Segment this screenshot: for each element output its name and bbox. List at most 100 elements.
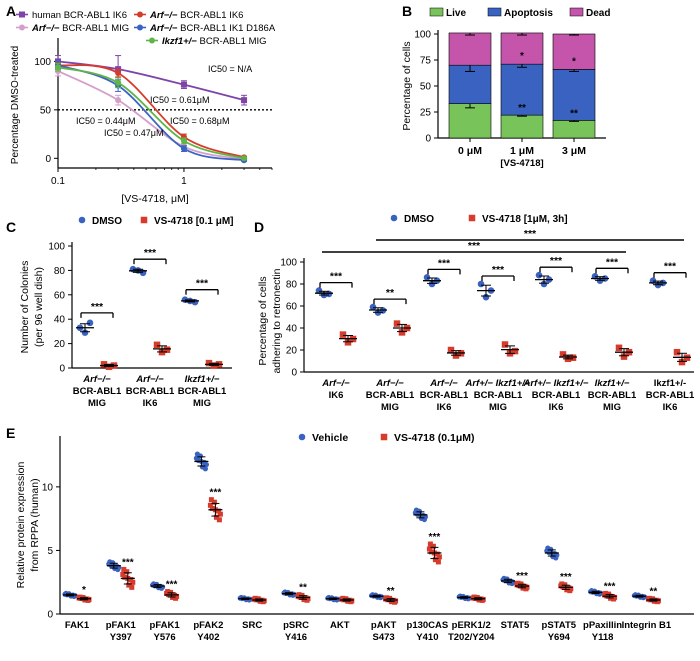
e-legend-text: VS-4718 (0.1μM) [394,432,475,444]
e-data-point [515,580,521,586]
e-data-point [471,594,477,600]
e-data-point [434,551,440,557]
d-significance-mark: ** [386,287,395,299]
b-bar-segment-2 [500,32,544,65]
d-data-point [369,303,377,311]
e-group-label: pFAK1 [106,620,137,631]
e-significance-mark: *** [429,532,441,543]
d-significance-mark: *** [492,264,505,276]
d-y-tick-label: 0 [291,368,297,379]
e-data-point [208,497,214,503]
d-significance-mark: *** [606,256,619,268]
e-data-point [260,599,266,605]
d-data-point [393,320,401,327]
e-group-label: T202/Y204 [448,632,495,643]
d-significance-mark: *** [438,257,451,269]
b-bar-segment-0 [500,114,544,139]
e-data-point [215,508,221,514]
c-group-label: Arf−/− [82,374,111,385]
d-data-point [569,354,577,361]
c-y-axis-label: (per 96 well dish) [33,267,45,347]
c-significance-mark: *** [91,301,104,313]
e-data-point [202,466,208,472]
d-data-point [344,339,352,346]
e-legend-marker [380,433,388,441]
d-data-point [559,351,567,358]
a-ic50-annotation: IC50 = 0.61μM [150,95,209,105]
d-group-label: MIG [603,402,621,413]
e-y-axis-label: from RPPA (human) [29,478,41,571]
e-group-label: SRC [242,620,262,631]
e-data-point [340,595,346,601]
b-significance-mark: * [520,51,524,62]
c-y-tick-label: 0 [59,364,65,375]
e-group-label: Y416 [285,632,307,643]
c-legend-marker [78,216,86,224]
b-bar-segment-2 [552,33,596,70]
a-data-point [115,70,122,77]
e-data-point [252,595,258,601]
d-data-point [325,290,333,298]
e-data-point [124,569,130,575]
c-group-label: BCR-ABL1 [178,386,227,397]
d-y-axis-label: Percentage of cells [257,276,269,365]
e-data-point [121,566,127,572]
d-data-point [501,341,509,348]
b-x-tick-label: 3 μM [562,145,586,157]
d-y-tick-label: 60 [286,302,298,313]
c-data-point [86,319,94,327]
a-ic50-annotation: IC50 = 0.44μM [76,116,135,126]
e-significance-mark: *** [560,572,572,583]
e-group-label: p130CAS [407,620,449,631]
b-bar-segment-2 [448,32,492,66]
d-group-label: BCR-ABL1 [588,390,637,401]
e-group-label: S473 [373,632,395,643]
e-group-label: pFAK1 [150,620,181,631]
e-data-point [432,557,438,563]
b-bar-segment-0 [448,103,492,139]
a-data-point [115,97,122,104]
e-data-point [392,599,398,605]
c-y-axis-label: Number of Colonies [19,261,31,354]
a-legend-text: Arf−/− BCR-ABL1 IK6 [149,10,243,21]
c-group-label: BCR-ABL1 [73,386,122,397]
e-y-tick-label: 0 [47,610,53,621]
e-data-point [479,597,485,603]
d-group-label: BCR-ABL1 [420,390,469,401]
e-significance-mark: *** [210,488,222,499]
e-data-point [603,590,609,596]
d-overall-significance-mark: *** [468,240,481,252]
e-data-point [435,559,441,565]
e-significance-mark: *** [516,571,528,582]
b-legend-swatch [487,7,502,17]
b-y-axis-label: Percentage of cells [401,41,413,130]
e-significance-mark: ** [387,586,395,597]
d-data-point [673,348,681,356]
a-y-tick-label: 50 [40,105,52,116]
d-group-label: Ikzf1+/- [654,378,686,389]
e-data-point [428,549,434,555]
e-data-point [173,595,179,601]
e-data-point [646,595,652,601]
e-group-label: FAK1 [65,620,90,631]
d-data-point [511,347,519,355]
e-y-tick-label: 10 [42,482,54,493]
b-bar-segment-0 [552,120,596,139]
a-ic50-annotation: IC50 = N/A [208,64,252,74]
d-legend-marker [390,214,398,222]
d-data-point [620,353,628,360]
e-group-label: STAT5 [501,620,530,631]
e-significance-mark: ** [299,583,307,594]
d-y-tick-label: 80 [286,280,298,291]
d-y-tick-label: 100 [280,258,297,269]
c-data-point [81,329,89,336]
a-legend-marker [19,24,25,31]
d-legend-text: VS-4718 [1μM, 3h] [482,214,568,225]
b-x-tick-label: 1 μM [510,145,534,157]
e-data-point [126,582,132,588]
e-legend-text: Vehicle [312,432,348,444]
a-legend-text: Arf−/− BCR-ABL1 MIG [31,23,129,34]
d-group-label: Arf+/− Ikzf1+/− [465,378,531,389]
b-bar-segment-1 [552,69,596,121]
d-group-label: BCR-ABL1 [646,390,695,401]
